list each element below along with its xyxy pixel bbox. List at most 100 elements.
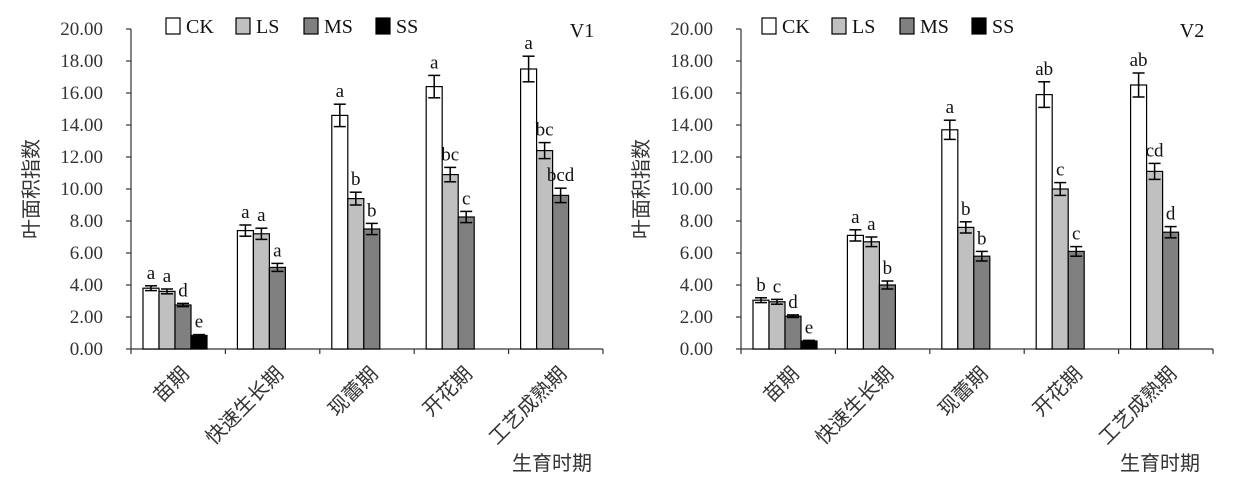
significance-label: b [367, 200, 377, 221]
significance-label: a [867, 214, 876, 235]
chart-panel-2: 0.00 2.00 4.00 6.00 8.00 10.00 12.00 14.00 16.00… [629, 16, 1214, 475]
y-tick-label: 4.00 [70, 275, 103, 296]
bar-LS [1145, 170, 1164, 350]
bar-LS [957, 226, 975, 350]
chart-panel-1: 0.00 2.00 4.00 6.00 8.00 10.00 12.00 14.00 16.00… [19, 16, 604, 475]
x-category-label: 开花期 [1028, 362, 1087, 421]
significance-label: a [163, 266, 172, 287]
significance-label: b [351, 169, 361, 190]
legend-swatch-MS [899, 17, 915, 35]
significance-label: b [977, 228, 987, 249]
legend-label-SS: SS [396, 16, 418, 38]
significance-label: ab [1035, 59, 1053, 80]
bar-CK [236, 230, 254, 350]
y-tick-label: 8.00 [70, 211, 103, 232]
significance-label: bcd [547, 165, 575, 186]
x-category-label: 快速生长期 [810, 362, 898, 450]
x-category-label: 现蕾期 [933, 362, 992, 421]
bar-LS [441, 174, 459, 350]
legend-swatch-LS [235, 17, 251, 35]
significance-label: c [1072, 224, 1080, 245]
significance-label: a [257, 205, 266, 226]
y-tick-label: 2.00 [70, 307, 103, 328]
bar-MS [363, 228, 381, 350]
bar-MS [551, 194, 570, 350]
bar-LS [862, 241, 881, 350]
x-category-label: 苗期 [148, 362, 193, 407]
significance-label: b [961, 199, 971, 220]
bar-CK [846, 234, 865, 350]
legend-swatch-SS [375, 17, 391, 35]
legend-swatch-MS [303, 17, 319, 35]
bar-MS [1161, 231, 1180, 350]
significance-label: c [1056, 160, 1064, 181]
significance-label: a [273, 240, 282, 261]
y-tick-label: 20.00 [60, 19, 103, 40]
legend-swatch-CK [761, 17, 777, 35]
bar-CK [519, 68, 538, 350]
significance-label: b [883, 258, 893, 279]
bar-LS [768, 301, 786, 350]
bar-CK [941, 129, 959, 350]
y-tick-label: 18.00 [670, 51, 713, 72]
significance-label: a [241, 202, 250, 223]
significance-label: d [1166, 204, 1176, 225]
y-tick-label: 16.00 [60, 83, 103, 104]
significance-label: d [178, 280, 188, 301]
significance-label: c [462, 188, 470, 209]
y-tick-label: 8.00 [680, 211, 713, 232]
legend-label-MS: MS [324, 16, 353, 38]
x-category-label: 快速生长期 [200, 362, 288, 450]
y-tick-label: 6.00 [680, 243, 713, 264]
legend-swatch-LS [831, 17, 847, 35]
significance-label: d [788, 292, 798, 313]
significance-label: a [946, 97, 955, 118]
significance-label: a [851, 207, 860, 228]
legend-label-CK: CK [782, 16, 810, 38]
x-category-label: 苗期 [758, 362, 803, 407]
y-tick-label: 12.00 [60, 147, 103, 168]
significance-label: bc [536, 120, 554, 141]
bar-CK [752, 299, 770, 350]
significance-label: a [430, 52, 439, 73]
bar-CK [142, 287, 160, 350]
bar-LS [252, 233, 270, 350]
significance-label: c [773, 276, 781, 297]
bar-CK [1035, 93, 1053, 350]
bar-LS [1051, 188, 1069, 350]
legend-label-LS: LS [256, 16, 279, 38]
bar-MS [973, 255, 991, 350]
x-category-label: 开花期 [418, 362, 477, 421]
y-tick-label: 20.00 [670, 19, 713, 40]
x-axis-title: 生育时期 [1120, 451, 1200, 475]
legend-swatch-CK [165, 17, 181, 35]
y-tick-label: 14.00 [60, 115, 103, 136]
y-tick-label: 18.00 [60, 51, 103, 72]
bar-CK [331, 114, 349, 350]
bar-LS [347, 198, 365, 350]
y-tick-label: 6.00 [70, 243, 103, 264]
legend-label-MS: MS [920, 16, 949, 38]
panel-label: V1 [570, 20, 594, 42]
y-tick-label: 4.00 [680, 275, 713, 296]
significance-label: b [756, 275, 766, 296]
legend-swatch-SS [971, 17, 987, 35]
x-category-label: 工艺成熟期 [1094, 362, 1182, 450]
bar-MS [268, 266, 286, 350]
significance-label: a [524, 33, 533, 54]
legend-label-CK: CK [186, 16, 214, 38]
y-tick-label: 12.00 [670, 147, 713, 168]
significance-label: a [147, 263, 156, 284]
bar-MS [457, 216, 475, 350]
y-tick-label: 0.00 [680, 339, 713, 360]
significance-label: cd [1146, 140, 1164, 161]
y-tick-label: 14.00 [670, 115, 713, 136]
bar-MS [174, 304, 192, 350]
x-category-label: 现蕾期 [323, 362, 382, 421]
bar-MS [878, 284, 897, 350]
y-tick-label: 10.00 [60, 179, 103, 200]
significance-label: ab [1130, 50, 1148, 71]
significance-label: e [805, 317, 813, 338]
